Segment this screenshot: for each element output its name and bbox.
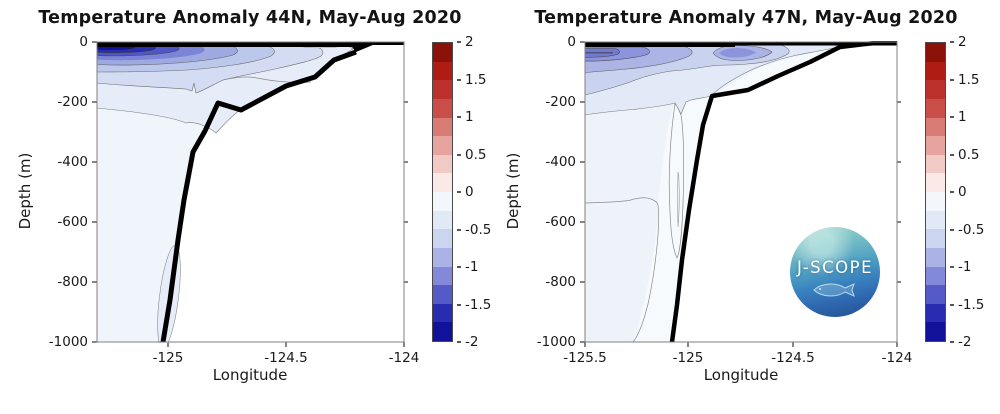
surface-bar-thin: [585, 42, 897, 46]
xtick-label: -125.5: [563, 350, 607, 366]
colorbar-tick-label: -1.5: [457, 295, 503, 315]
axis-tick-marks: [92, 41, 408, 347]
colorbar-tick-label: 1: [457, 107, 503, 127]
xtick-label: -125: [152, 350, 184, 366]
colorbar-tick-label: -1: [950, 257, 996, 277]
slope-contour-loop-inner: [677, 171, 680, 228]
xtick-label: -124: [881, 350, 913, 366]
colorbar-tick-label: 1.5: [457, 70, 503, 90]
jscope-logo: J-SCOPE: [790, 227, 880, 317]
ytick-label: -200: [57, 94, 88, 110]
colorbar-tick-label: 1.5: [950, 70, 996, 90]
ytick-label: -600: [57, 214, 88, 230]
xtick-label: -124.5: [771, 350, 815, 366]
colorbar-tick-label: 0.5: [950, 145, 996, 165]
colorbar-tick-label: 2: [457, 32, 503, 52]
colorbar-tick-label: 0: [950, 182, 996, 202]
colorbar-tick-label: -1: [457, 257, 503, 277]
colorbar-tick-label: -2: [950, 332, 996, 352]
ytick-label: -1000: [48, 334, 88, 350]
ytick-label: 0: [79, 34, 88, 50]
coast-wedge: [348, 42, 380, 52]
colorbar-tick-label: -0.5: [950, 220, 996, 240]
colorbar-47n: [925, 42, 946, 342]
bathymetry-line: [160, 49, 357, 343]
surface-bar: [97, 42, 356, 47]
ytick-label: -400: [57, 154, 88, 170]
fish-icon: [813, 283, 855, 297]
colorbar-tick-label: 2: [950, 32, 996, 52]
panel-47n-xlabel: Longitude: [703, 366, 779, 384]
axes-frame: [584, 41, 898, 343]
ytick-label: -800: [545, 274, 576, 290]
ytick-label: 0: [567, 34, 576, 50]
colorbar-tick-label: -2: [457, 332, 503, 352]
xtick-label: -124: [388, 350, 420, 366]
axis-tick-marks: [580, 41, 901, 347]
near-zero-region: [633, 47, 837, 342]
panel-44n-xlabel: Longitude: [212, 366, 288, 384]
ytick-label: -400: [545, 154, 576, 170]
secondary-lens-inner: [719, 48, 756, 58]
ytick-label: -800: [57, 274, 88, 290]
ytick-label: -200: [545, 94, 576, 110]
colorbar-tick-label: -1.5: [950, 295, 996, 315]
colorbar-tick-label: 1: [950, 107, 996, 127]
bathymetry-line: [669, 41, 898, 343]
panel-47n-ylabel: Depth (m): [504, 152, 522, 230]
slope-contour-loop: [668, 103, 684, 259]
colorbar-tick-label: -0.5: [457, 220, 503, 240]
deep-contour-line: [584, 197, 659, 343]
colorbar-44n: [432, 42, 453, 342]
ytick-label: -1000: [536, 334, 576, 350]
panel-47n-title: Temperature Anomaly 47N, May-Aug 2020: [534, 8, 958, 28]
surface-bar-thin: [356, 42, 404, 45]
colorbar-tick-label: 0.5: [457, 145, 503, 165]
panel-44n-title: Temperature Anomaly 44N, May-Aug 2020: [38, 8, 462, 28]
panel-44n-ylabel: Depth (m): [16, 152, 34, 230]
axes-frame: [96, 41, 405, 343]
contour-plot-44n: [92, 41, 408, 347]
xtick-label: -125: [672, 350, 704, 366]
jscope-logo-label: J-SCOPE: [796, 258, 874, 277]
contour-plot-47n: [580, 41, 901, 347]
ytick-label: -600: [545, 214, 576, 230]
xtick-label: -124.5: [264, 350, 308, 366]
colorbar-tick-label: 0: [457, 182, 503, 202]
